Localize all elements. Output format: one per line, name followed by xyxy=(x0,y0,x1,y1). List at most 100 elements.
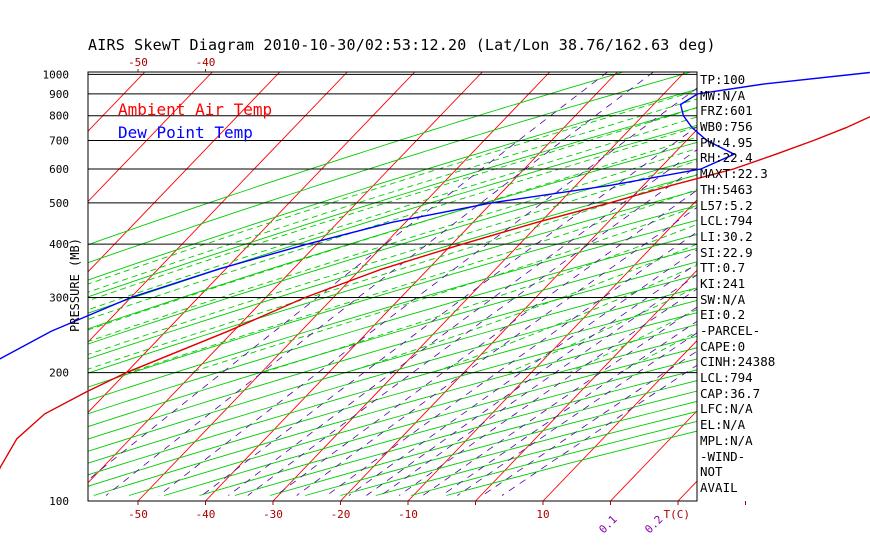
isotherm--130 xyxy=(0,72,10,501)
pressure-tick-label: 600 xyxy=(49,163,69,176)
dry-adiabat xyxy=(88,299,697,476)
moist-adiabat xyxy=(88,98,697,293)
bottom-temp-label: -10 xyxy=(398,508,418,521)
mixing-ratio-line xyxy=(380,274,697,496)
moist-adiabat xyxy=(88,116,697,311)
mixing-ratio-line xyxy=(105,72,654,496)
stat-item: TP:100 xyxy=(700,72,746,87)
moist-adiabat xyxy=(262,223,697,374)
stat-item: EI:0.2 xyxy=(700,307,746,323)
stat-item: CAP:36.7 xyxy=(700,385,761,401)
pressure-tick-label: 500 xyxy=(49,197,69,210)
isotherm--90 xyxy=(88,72,281,273)
dry-adiabat xyxy=(88,88,697,281)
mixing-ratio-line xyxy=(201,126,697,496)
pressure-tick-label: 200 xyxy=(49,367,69,380)
mixing-ratio-line xyxy=(366,262,697,496)
bottom-temp-label: -30 xyxy=(263,508,283,521)
stat-item: WB0:756 xyxy=(700,119,753,135)
bottom-temp-label: -40 xyxy=(196,508,216,521)
stat-item: MW:N/A xyxy=(700,87,746,103)
mixing-ratio-line xyxy=(296,206,697,496)
isotherm--70 xyxy=(88,72,416,414)
stat-item: AVAIL xyxy=(700,479,738,495)
isotherm--100 xyxy=(88,72,213,203)
dry-adiabat xyxy=(88,287,697,464)
mixing-ratio-label: 0.1 xyxy=(596,513,619,536)
isotherm--20 xyxy=(340,128,697,501)
moist-adiabat xyxy=(88,173,697,370)
legend-air-temp: Ambient Air Temp xyxy=(118,100,273,119)
dry-adiabat xyxy=(93,324,697,496)
dry-adiabat xyxy=(88,72,692,264)
stat-item: L57:5.2 xyxy=(700,197,753,213)
air-temp-series xyxy=(0,116,870,470)
mixing-ratio-line xyxy=(158,87,697,496)
dry-adiabat xyxy=(88,72,624,246)
stat-item: LI:30.2 xyxy=(700,228,753,244)
stat-item: LCL:794 xyxy=(700,370,753,386)
stat-item: FRZ:601 xyxy=(700,103,753,119)
pressure-tick-label: 1000 xyxy=(43,68,70,81)
stat-item: TH:5463 xyxy=(700,181,753,197)
pressure-tick-label: 300 xyxy=(49,291,69,304)
temp-unit-label: T(C) xyxy=(664,508,691,521)
moist-adiabat xyxy=(88,90,697,285)
stat-item: EL:N/A xyxy=(700,417,746,433)
stat-item: MPL:N/A xyxy=(700,432,753,448)
pressure-tick-label: 700 xyxy=(49,134,69,147)
stats-sidebar: TP:100 MW:N/A FRZ:601 WB0:756 PW:4.95 RH:22.4… xyxy=(700,72,820,496)
dry-adiabat xyxy=(88,174,697,360)
mixing-ratio-label: 0.2 xyxy=(642,513,665,536)
pressure-tick-label: 100 xyxy=(49,495,69,508)
stat-item: MAXT:22.3 xyxy=(700,166,768,182)
dry-adiabat xyxy=(88,205,697,388)
stat-item: -PARCEL- xyxy=(700,323,761,338)
mixing-ratio-line xyxy=(441,320,697,496)
stat-item: SW:N/A xyxy=(700,291,746,307)
moist-adiabat xyxy=(88,126,697,320)
dry-adiabat xyxy=(88,124,697,314)
moist-adiabat xyxy=(88,136,697,331)
stat-item: PW:4.95 xyxy=(700,134,753,150)
isotherm--10 xyxy=(407,199,697,501)
stat-item: SI:22.9 xyxy=(700,244,753,260)
stat-item: LCL:794 xyxy=(700,213,753,229)
moist-adiabat xyxy=(88,160,697,355)
stat-item: LFC:N/A xyxy=(700,401,753,417)
top-temp-label: -50 xyxy=(128,56,148,69)
pressure-tick-label: 900 xyxy=(49,88,69,101)
bottom-temp-label: -20 xyxy=(331,508,351,521)
mixing-ratio-line xyxy=(275,189,697,496)
chart-title: AIRS SkewT Diagram 2010-10-30/02:53:12.2… xyxy=(88,36,716,54)
isotherm--30 xyxy=(272,72,686,501)
bottom-temp-label: -50 xyxy=(128,508,148,521)
isotherm-50 xyxy=(813,72,870,501)
mixing-ratio-line xyxy=(88,72,608,481)
moist-adiabat xyxy=(88,147,697,342)
dry-adiabat xyxy=(88,234,697,415)
moist-adiabat xyxy=(432,264,697,374)
mixing-ratio-line xyxy=(398,288,697,496)
stat-item: CINH:24388 xyxy=(700,354,776,370)
pressure-tick-label: 400 xyxy=(49,238,69,251)
stat-item: NOT xyxy=(700,464,723,480)
isotherm-0 xyxy=(475,269,697,501)
dry-adiabat xyxy=(88,261,697,440)
isotherm--60 xyxy=(88,72,483,484)
dry-adiabat xyxy=(88,312,697,487)
dew-point-series xyxy=(0,71,870,360)
dry-adiabat xyxy=(88,141,697,330)
y-axis-label: PRESSURE (MB) xyxy=(68,238,82,332)
plot-area xyxy=(0,72,870,501)
dry-adiabat xyxy=(88,158,697,345)
isotherm--80 xyxy=(88,72,348,343)
plot-frame xyxy=(87,71,698,502)
dry-adiabat xyxy=(88,107,697,298)
dry-adiabat xyxy=(88,190,697,374)
isotherm-10 xyxy=(542,339,697,501)
stat-item: KI:241 xyxy=(700,275,746,291)
dry-adiabat xyxy=(88,274,697,452)
top-temp-label: -40 xyxy=(196,56,216,69)
